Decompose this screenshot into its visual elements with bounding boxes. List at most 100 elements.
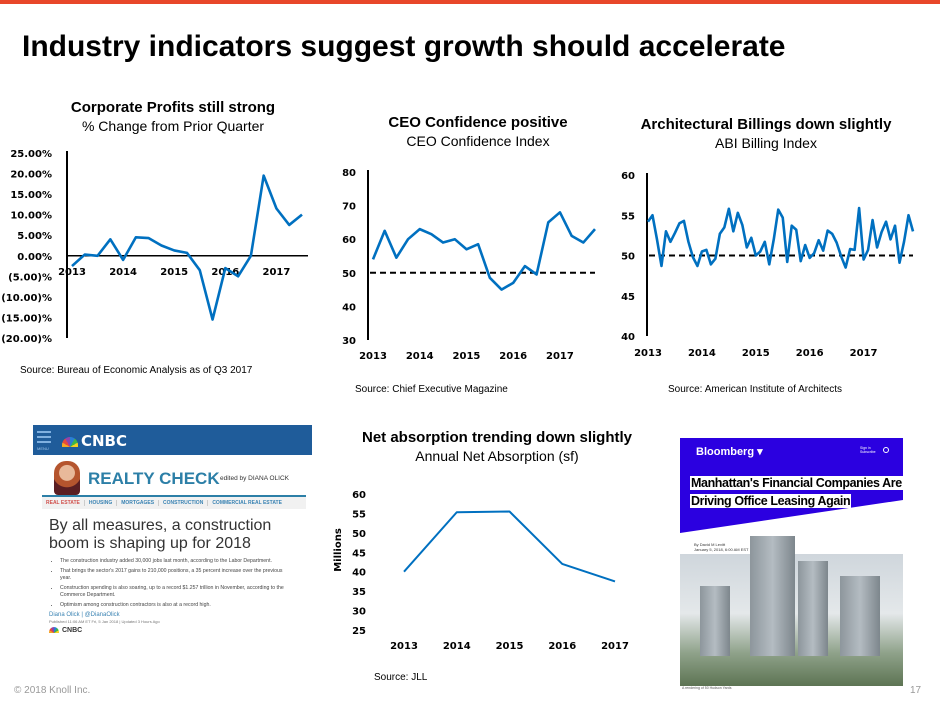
x-tick-label: 2017 <box>601 641 629 652</box>
slide-title: Industry indicators suggest growth shoul… <box>22 30 786 63</box>
y-tick-label: 80 <box>342 168 356 179</box>
y-tick-label: 25 <box>352 626 366 637</box>
y-tick-label: 25.00% <box>10 149 52 160</box>
x-tick-label: 2016 <box>548 641 576 652</box>
nav-mortgages: MORTGAGES <box>117 500 160 506</box>
x-tick-label: 2016 <box>499 351 527 362</box>
y-tick-label: 50 <box>352 529 366 540</box>
nav-housing: HOUSING <box>85 500 118 506</box>
chart-subtitle-absorption: Annual Net Absorption (sf) <box>415 448 579 464</box>
photo-caption: A rendering of 50 Hudson Yards <box>682 686 732 690</box>
y-tick-label: 10.00% <box>10 211 52 222</box>
y-tick-label: 55 <box>621 211 635 222</box>
y-tick-label: 45 <box>621 292 635 303</box>
source-absorption: Source: JLL <box>374 672 428 683</box>
article-headline: By all measures, a construction boom is … <box>49 517 272 552</box>
y-tick-label: 30 <box>342 336 356 347</box>
x-tick-label: 2014 <box>109 267 137 278</box>
y-tick-label: 35 <box>352 587 366 598</box>
article-bullets: The construction industry added 30,000 j… <box>60 558 285 609</box>
x-tick-label: 2013 <box>390 641 418 652</box>
y-tick-label: 45 <box>352 548 366 559</box>
page-number: 17 <box>910 685 922 696</box>
source-profits: Source: Bureau of Economic Analysis as o… <box>20 365 253 376</box>
bloomberg-headline: Manhattan's Financial Companies Are Driv… <box>690 476 903 508</box>
x-tick-label: 2015 <box>160 267 188 278</box>
building-rendering-photo <box>680 536 903 686</box>
nav-commercial-real-estate: COMMERCIAL REAL ESTATE <box>212 500 282 506</box>
x-tick-label: 2017 <box>546 351 574 362</box>
x-tick-label: 2013 <box>634 348 662 359</box>
y-tick-label: (15.00)% <box>1 313 52 324</box>
series-line <box>403 510 616 583</box>
y-tick-label: 5.00% <box>17 231 52 242</box>
article-published: Published 11:06 AM ET Fri, 5 Jan 2018 | … <box>49 619 160 624</box>
y-tick-label: (20.00)% <box>1 334 52 345</box>
x-tick-label: 2014 <box>406 351 434 362</box>
y-tick-label: 0.00% <box>17 252 52 263</box>
series-line <box>71 174 303 321</box>
y-tick-label: 70 <box>342 202 356 213</box>
chart-title-profits: Corporate Profits still strong <box>70 99 276 116</box>
source-ceo: Source: Chief Executive Magazine <box>355 384 508 395</box>
y-tick-label: 40 <box>342 302 356 313</box>
bullet: The construction industry added 30,000 j… <box>60 558 285 565</box>
y-tick-label: 40 <box>621 332 635 343</box>
chart-title-ceo: CEO Confidence positive <box>388 114 568 131</box>
article-author: Diana Olick | @DianaOlick <box>49 612 120 618</box>
y-tick-label: 60 <box>621 171 635 182</box>
bullet: Construction spending is also soaring, u… <box>60 585 285 599</box>
y-tick-label: 30 <box>352 607 366 618</box>
cnbc-footer-logo: CNBC <box>49 627 312 634</box>
y-tick-label: (5.00)% <box>8 272 52 283</box>
y-tick-label: 55 <box>352 509 366 520</box>
peacock-icon <box>62 437 78 447</box>
chart-title-abi: Architectural Billings down slightly <box>640 116 892 133</box>
cnbc-header: MENU CNBC <box>33 425 312 455</box>
y-tick-label: 50 <box>621 252 635 263</box>
menu-icon: MENU <box>37 431 51 451</box>
chart-subtitle-ceo: CEO Confidence Index <box>406 133 550 149</box>
x-tick-label: 2015 <box>453 351 481 362</box>
author-photo <box>54 461 80 495</box>
y-axis-label: Millions <box>333 528 344 572</box>
search-icon <box>883 447 889 453</box>
x-tick-label: 2014 <box>688 348 716 359</box>
x-tick-label: 2013 <box>58 267 86 278</box>
peacock-icon <box>49 627 59 633</box>
cnbc-article-image: MENU CNBC REALTY CHECK edited by DIANA O… <box>33 425 312 658</box>
bloomberg-byline: By David M Levitt January 5, 2018, 6:00 A… <box>694 542 749 552</box>
signin-links: Sign in Subscribe <box>860 446 876 454</box>
realty-check-banner: REALTY CHECK edited by DIANA OLICK <box>42 455 306 497</box>
copyright: © 2018 Knoll Inc. <box>14 685 91 696</box>
cnbc-logo: CNBC <box>62 432 127 450</box>
bullet: Optimism among construction contractors … <box>60 602 285 609</box>
y-tick-label: 60 <box>352 490 366 501</box>
series-line <box>371 211 596 291</box>
y-tick-label: 60 <box>342 235 356 246</box>
x-tick-label: 2014 <box>443 641 471 652</box>
chart-title-absorption: Net absorption trending down slightly <box>362 429 632 446</box>
x-tick-label: 2013 <box>359 351 387 362</box>
y-tick-label: (10.00)% <box>1 293 52 304</box>
x-tick-label: 2015 <box>496 641 524 652</box>
bullet: That brings the sector's 2017 gains to 2… <box>60 568 285 582</box>
bloomberg-article-image: Bloomberg ▾ Sign in Subscribe Manhattan's… <box>680 438 903 692</box>
chart-subtitle-abi: ABI Billing Index <box>715 135 817 151</box>
y-tick-label: 50 <box>342 269 356 280</box>
x-tick-label: 2015 <box>742 348 770 359</box>
cnbc-nav: REAL ESTATE HOUSING MORTGAGES CONSTRUCTI… <box>42 497 306 509</box>
edited-by: edited by DIANA OLICK <box>220 475 290 482</box>
y-tick-label: 15.00% <box>10 190 52 201</box>
x-tick-label: 2017 <box>850 348 878 359</box>
nav-construction: CONSTRUCTION <box>159 500 209 506</box>
y-tick-label: 40 <box>352 568 366 579</box>
x-tick-label: 2017 <box>263 267 291 278</box>
chart-subtitle-profits: % Change from Prior Quarter <box>81 118 265 134</box>
accent-bar <box>0 0 940 4</box>
bloomberg-logo: Bloomberg ▾ <box>696 446 763 458</box>
series-line <box>646 206 915 269</box>
y-tick-label: 20.00% <box>10 170 52 181</box>
column-title: REALTY CHECK <box>88 469 220 488</box>
